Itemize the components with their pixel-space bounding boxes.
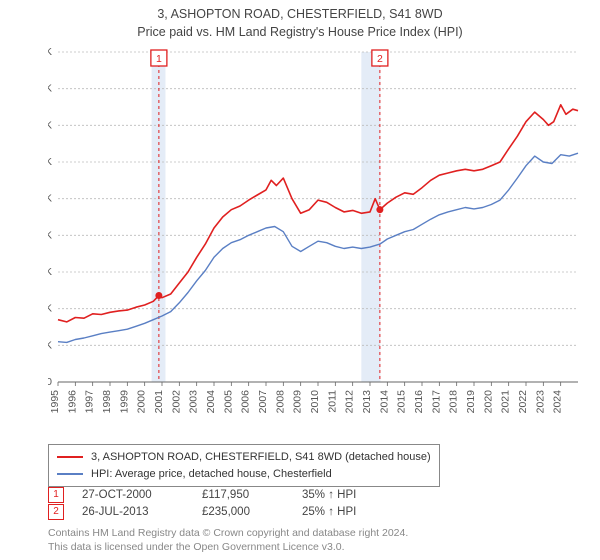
title-line-1: 3, ASHOPTON ROAD, CHESTERFIELD, S41 8WD (0, 6, 600, 24)
title-block: 3, ASHOPTON ROAD, CHESTERFIELD, S41 8WD … (0, 0, 600, 41)
chart-container: 3, ASHOPTON ROAD, CHESTERFIELD, S41 8WD … (0, 0, 600, 560)
svg-text:1997: 1997 (84, 390, 96, 414)
legend-row-property: 3, ASHOPTON ROAD, CHESTERFIELD, S41 8WD … (57, 449, 431, 466)
sale-row-1: 1 27-OCT-2000 £117,950 35% ↑ HPI (48, 486, 392, 503)
svg-text:2002: 2002 (170, 390, 182, 414)
legend-label-hpi: HPI: Average price, detached house, Ches… (91, 466, 332, 483)
legend-label-property: 3, ASHOPTON ROAD, CHESTERFIELD, S41 8WD … (91, 449, 431, 466)
svg-text:£450K: £450K (48, 46, 52, 58)
svg-text:2003: 2003 (188, 390, 200, 414)
svg-text:2005: 2005 (222, 390, 234, 414)
svg-text:£250K: £250K (48, 193, 52, 205)
svg-text:2: 2 (377, 53, 383, 65)
svg-text:£300K: £300K (48, 156, 52, 168)
svg-text:2011: 2011 (326, 390, 338, 413)
sale-marker-1: 1 (48, 487, 64, 503)
svg-text:2013: 2013 (361, 390, 373, 414)
svg-text:2022: 2022 (517, 390, 529, 414)
svg-text:2014: 2014 (378, 390, 390, 414)
sale-row-2: 2 26-JUL-2013 £235,000 25% ↑ HPI (48, 503, 392, 520)
svg-text:£400K: £400K (48, 83, 52, 95)
sale-price-1: £117,950 (202, 489, 302, 501)
chart-area: £0 £50K £100K £150K £200K £250K £300K £350K £400… (48, 46, 586, 416)
svg-text:2024: 2024 (552, 390, 564, 414)
sale-diff-1: 35% ↑ HPI (302, 489, 392, 501)
title-line-2: Price paid vs. HM Land Registry's House … (0, 24, 600, 42)
svg-text:2007: 2007 (257, 390, 269, 414)
legend-swatch-hpi (57, 473, 83, 475)
chart-svg: £0 £50K £100K £150K £200K £250K £300K £350K £400… (48, 46, 586, 416)
svg-text:2017: 2017 (430, 390, 442, 414)
legend-row-hpi: HPI: Average price, detached house, Ches… (57, 466, 431, 483)
svg-text:2012: 2012 (344, 390, 356, 414)
footnote-line-2: This data is licensed under the Open Gov… (48, 540, 408, 554)
svg-text:2015: 2015 (396, 390, 408, 414)
svg-text:1: 1 (156, 53, 162, 65)
sale-marker-2: 2 (48, 504, 64, 520)
svg-text:2018: 2018 (448, 390, 460, 414)
svg-text:1998: 1998 (101, 390, 113, 414)
svg-text:£350K: £350K (48, 119, 52, 131)
svg-text:£200K: £200K (48, 229, 52, 241)
sale-price-2: £235,000 (202, 506, 302, 518)
svg-text:£0: £0 (48, 376, 52, 388)
svg-text:2000: 2000 (136, 390, 148, 414)
svg-text:2021: 2021 (500, 390, 512, 414)
footnote: Contains HM Land Registry data © Crown c… (48, 526, 408, 554)
legend-box: 3, ASHOPTON ROAD, CHESTERFIELD, S41 8WD … (48, 444, 440, 487)
sale-date-2: 26-JUL-2013 (82, 506, 202, 518)
svg-text:2008: 2008 (274, 390, 286, 414)
svg-text:£50K: £50K (48, 339, 52, 351)
legend-swatch-property (57, 456, 83, 458)
svg-text:£100K: £100K (48, 303, 52, 315)
svg-text:2001: 2001 (153, 390, 165, 414)
svg-text:2020: 2020 (482, 390, 494, 414)
footnote-line-1: Contains HM Land Registry data © Crown c… (48, 526, 408, 540)
svg-text:1999: 1999 (118, 390, 130, 414)
sale-diff-2: 25% ↑ HPI (302, 506, 392, 518)
svg-text:£150K: £150K (48, 266, 52, 278)
svg-text:2016: 2016 (413, 390, 425, 414)
svg-text:2019: 2019 (465, 390, 477, 414)
svg-text:1995: 1995 (49, 390, 61, 414)
svg-text:1996: 1996 (66, 390, 78, 414)
svg-text:2023: 2023 (534, 390, 546, 414)
svg-text:2006: 2006 (240, 390, 252, 414)
sales-table: 1 27-OCT-2000 £117,950 35% ↑ HPI 2 26-JU… (48, 486, 392, 520)
sale-date-1: 27-OCT-2000 (82, 489, 202, 501)
svg-text:2004: 2004 (205, 390, 217, 414)
svg-text:2009: 2009 (292, 390, 304, 414)
svg-text:2010: 2010 (309, 390, 321, 414)
